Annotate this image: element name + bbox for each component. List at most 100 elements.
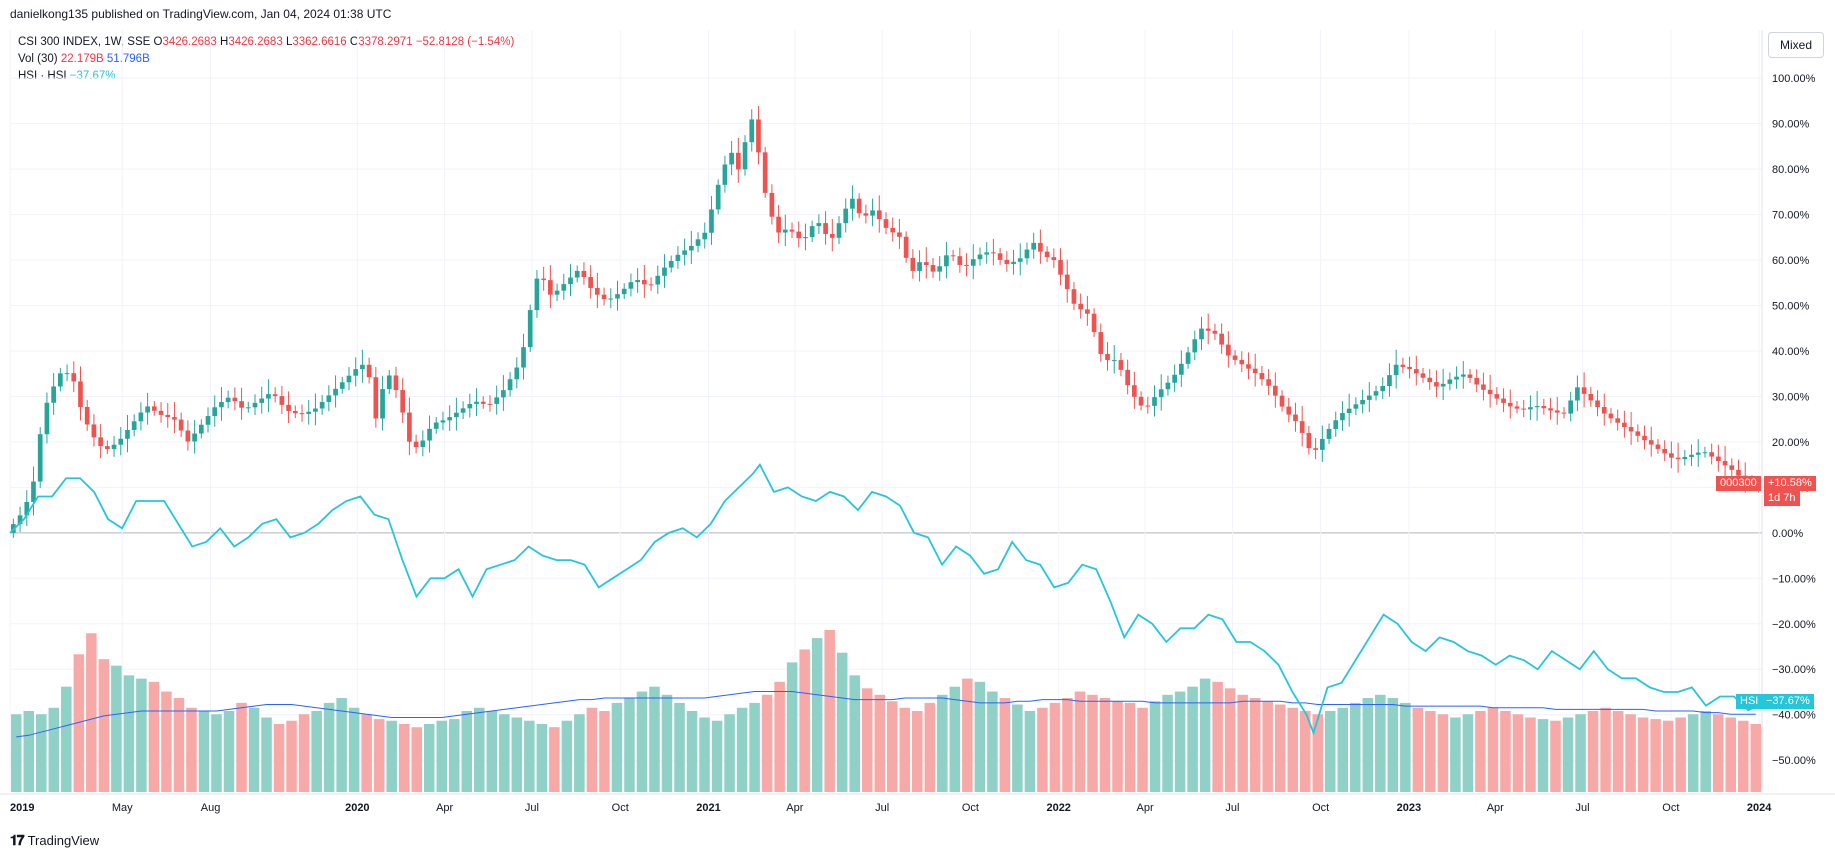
candle-body — [239, 401, 244, 408]
candle-body — [178, 419, 184, 431]
candle-body — [1225, 344, 1231, 356]
candle-body — [1393, 364, 1399, 376]
candle-body — [1588, 393, 1594, 401]
candle-body — [662, 267, 667, 276]
candle-body — [870, 210, 875, 216]
volume-bar — [1037, 707, 1048, 792]
x-tick-label: 2021 — [696, 802, 720, 814]
volume-bar — [1400, 702, 1411, 792]
volume-bar — [786, 662, 798, 792]
volume-bar — [586, 707, 598, 792]
volume-bar — [1274, 704, 1286, 792]
candle-body — [386, 375, 392, 390]
volume-bar — [1199, 678, 1211, 792]
candle-body — [1729, 465, 1735, 470]
volume-bar — [1475, 711, 1486, 792]
candle-body — [534, 278, 540, 311]
candle-body — [991, 252, 996, 254]
candle-body — [205, 416, 211, 425]
candle-body — [1561, 412, 1567, 414]
candle-body — [366, 364, 372, 378]
x-tick-label: Aug — [201, 802, 221, 814]
compare-legend[interactable]: HSI · HSI −37.67% — [18, 68, 514, 85]
volume-bar — [1187, 686, 1198, 792]
candle-body — [1487, 389, 1493, 395]
candle-body — [172, 417, 177, 420]
branding[interactable]: 𝟏𝟕 TradingView — [10, 832, 99, 849]
y-tick-label: −10.00% — [1772, 573, 1816, 585]
x-tick-label: Jul — [1576, 802, 1590, 814]
candle-body — [1192, 339, 1198, 353]
volume-bar — [937, 694, 948, 792]
scale-mode-button[interactable]: Mixed — [1768, 32, 1824, 58]
x-tick-label: Apr — [436, 802, 453, 814]
volume-bar — [461, 711, 473, 792]
volume-bar — [749, 702, 760, 792]
candle-body — [1038, 242, 1043, 252]
candle-body — [1615, 418, 1621, 423]
volume-legend[interactable]: Vol (30) 22.179B 51.796B — [18, 51, 514, 68]
candle-body — [1702, 452, 1708, 454]
candle-body — [487, 403, 493, 405]
volume-bar — [511, 717, 523, 792]
volume-bar — [1462, 714, 1474, 792]
candle-body — [1138, 396, 1144, 406]
candle-body — [1058, 260, 1063, 275]
candle-body — [1360, 399, 1365, 405]
candle-body — [98, 437, 103, 447]
volume-bar — [173, 698, 185, 792]
volume-bar — [1612, 711, 1624, 792]
volume-bar — [686, 711, 698, 792]
candle-body — [1125, 369, 1131, 386]
volume-bar — [386, 720, 397, 792]
candle-body — [695, 239, 701, 246]
candle-body — [1373, 391, 1379, 396]
candle-body — [125, 430, 130, 439]
candle-body — [51, 386, 56, 403]
candle-body — [1709, 452, 1715, 457]
x-tick-label: 2024 — [1747, 802, 1772, 814]
candle-body — [970, 259, 976, 266]
low-value: 3362.6616 — [292, 36, 347, 48]
candle-body — [252, 402, 258, 408]
candle-body — [31, 481, 36, 502]
candle-body — [1722, 460, 1728, 466]
candle-body — [930, 265, 936, 272]
volume-bar — [223, 711, 235, 792]
candle-body — [1387, 375, 1392, 387]
candle-body — [756, 119, 761, 153]
volume-bar — [1437, 714, 1449, 792]
x-tick-label: Oct — [1662, 802, 1679, 814]
candle-body — [890, 227, 896, 233]
x-tick-label: 2023 — [1397, 802, 1421, 814]
candle-body — [843, 208, 849, 224]
x-tick-label: 2019 — [10, 802, 34, 814]
candle-body — [1185, 352, 1191, 364]
volume-bar — [98, 659, 110, 792]
volume-bar — [211, 714, 222, 792]
volume-bar — [449, 719, 460, 792]
x-tick-label: Apr — [1136, 802, 1153, 814]
branding-label: TradingView — [27, 833, 100, 848]
candle-body — [1447, 379, 1453, 384]
candle-body — [917, 262, 922, 271]
candle-body — [380, 389, 385, 419]
main-series-legend[interactable]: CSI 300 INDEX, 1W, SSE O3426.2683 H3426.… — [18, 34, 514, 51]
main-series-name: CSI 300 INDEX, 1W, SSE — [18, 36, 151, 48]
candle-body — [306, 411, 312, 414]
volume-bar — [373, 719, 385, 792]
candle-body — [749, 119, 755, 143]
candle-body — [1575, 387, 1580, 401]
volume-name: Vol (30) — [18, 53, 58, 65]
candle-body — [883, 219, 889, 228]
volume-bar — [1650, 719, 1661, 792]
candle-body — [232, 397, 238, 402]
volume-ma-value: 51.796B — [106, 53, 150, 65]
candle-body — [588, 277, 593, 288]
candle-body — [977, 254, 983, 260]
volume-bar — [974, 681, 986, 792]
candle-body — [1232, 355, 1238, 360]
volume-bar — [524, 720, 535, 792]
candle-body — [521, 347, 526, 368]
